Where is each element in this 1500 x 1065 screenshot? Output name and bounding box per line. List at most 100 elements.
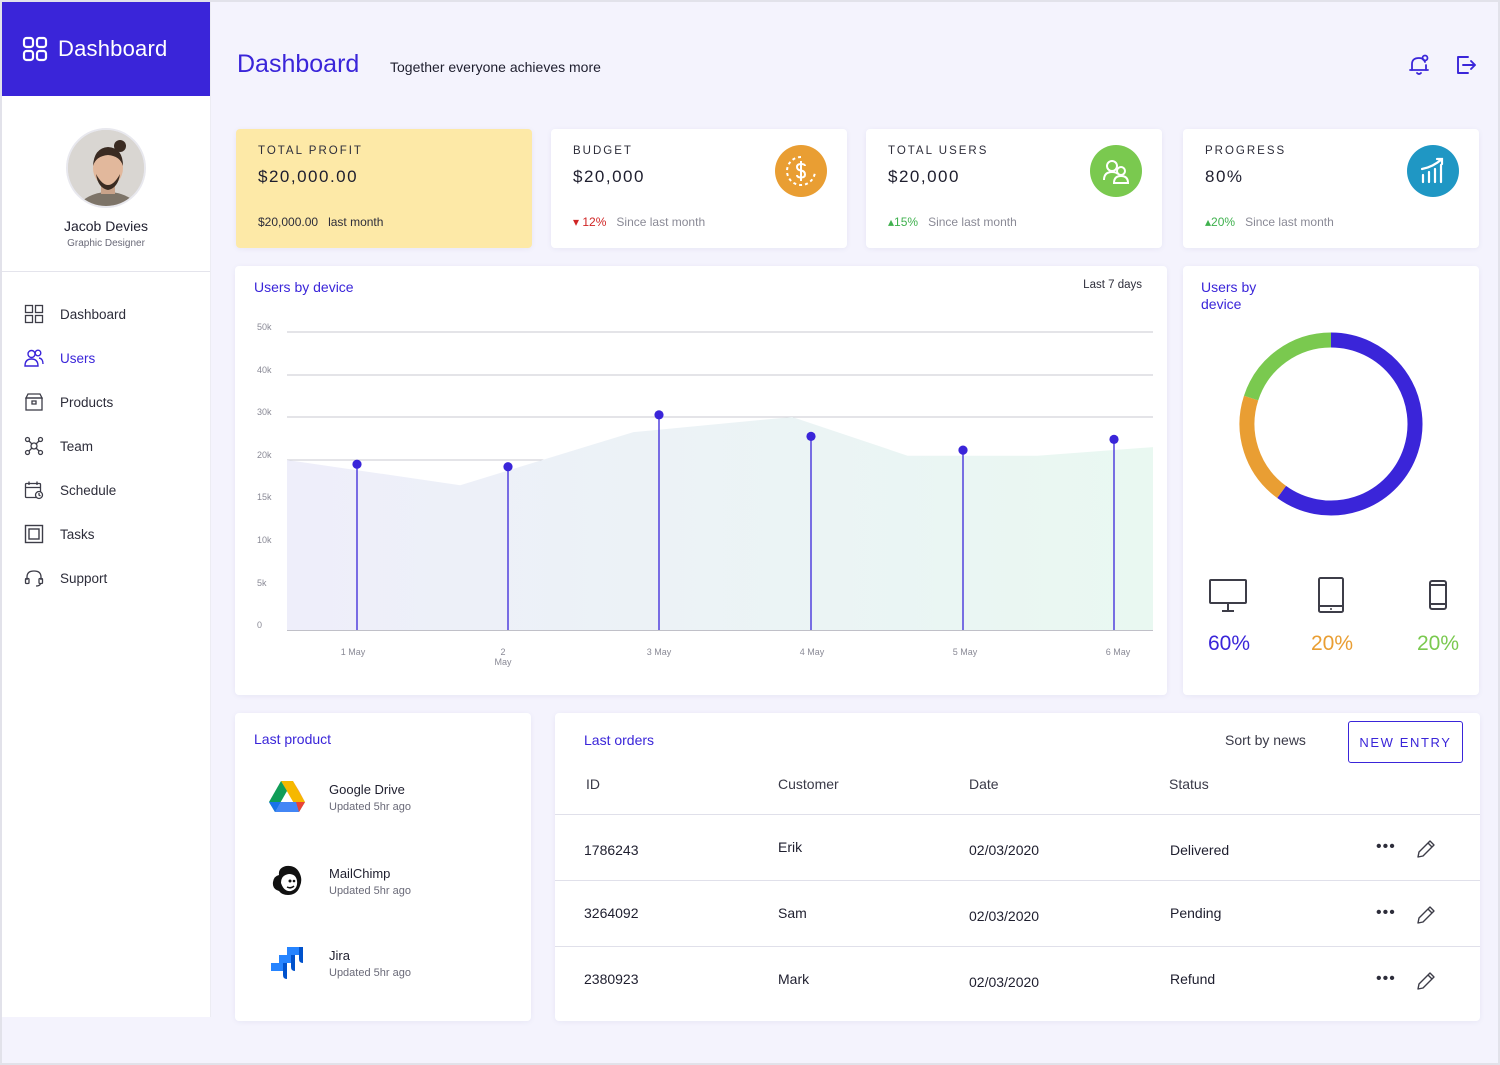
area-series bbox=[287, 417, 1153, 630]
arrow-up-icon: ▴ bbox=[888, 215, 895, 229]
desktop-icon bbox=[1209, 579, 1247, 612]
avatar-image bbox=[68, 130, 144, 206]
sidebar-item-products[interactable]: Products bbox=[2, 380, 210, 424]
stat-label: TOTAL USERS bbox=[888, 145, 989, 157]
order-id: 3264092 bbox=[584, 905, 639, 921]
y-tick-label: 5k bbox=[257, 578, 267, 588]
tablet-icon bbox=[1318, 577, 1344, 613]
order-customer: Mark bbox=[778, 971, 810, 987]
change-up: ▴15% bbox=[888, 215, 918, 229]
x-tick-label: 5 May bbox=[953, 647, 978, 657]
y-tick-label: 0 bbox=[257, 620, 262, 630]
sort-by-dropdown[interactable]: Sort by news bbox=[1225, 732, 1306, 748]
order-id: 1786243 bbox=[584, 842, 639, 858]
google-drive-icon bbox=[269, 781, 305, 812]
sidebar-item-users[interactable]: Users bbox=[2, 336, 210, 380]
grid-icon bbox=[22, 36, 48, 62]
sidebar-item-label: Users bbox=[60, 350, 96, 366]
sidebar-item-label: Dashboard bbox=[60, 306, 127, 322]
product-name: MailChimp bbox=[329, 865, 391, 881]
x-tick-label: 2 bbox=[500, 647, 505, 657]
desktop-percent: 60% bbox=[1208, 632, 1251, 655]
x-tick-label: May bbox=[494, 657, 512, 667]
stat-card-total-profit[interactable]: TOTAL PROFIT $20,000.00 $20,000.00 last … bbox=[236, 129, 532, 248]
data-point bbox=[958, 445, 968, 455]
mailchimp-icon bbox=[267, 861, 307, 901]
logout-icon[interactable] bbox=[1454, 53, 1478, 77]
divider bbox=[555, 880, 1480, 881]
stat-card-progress[interactable]: PROGRESS 80% ▴20% Since last month bbox=[1183, 129, 1479, 248]
arrow-down-icon: ▾ bbox=[573, 215, 580, 229]
stat-card-budget[interactable]: BUDGET $20,000 ▾ 12% Since last month bbox=[551, 129, 847, 248]
last-product-title: Last product bbox=[254, 731, 332, 747]
dollar-icon bbox=[775, 145, 827, 197]
stat-card-total-users[interactable]: TOTAL USERS $20,000 ▴15% Since last mont… bbox=[866, 129, 1162, 248]
tablet-percent: 20% bbox=[1311, 632, 1354, 655]
list-item[interactable]: Jira Updated 5hr ago bbox=[267, 943, 411, 983]
stat-value: $20,000.00 bbox=[258, 167, 359, 186]
change-value: 20% bbox=[1211, 215, 1236, 229]
arrow-up-icon: ▴ bbox=[1205, 215, 1212, 229]
stat-value: 80% bbox=[1205, 167, 1244, 186]
range-selector[interactable]: Last 7 days bbox=[1083, 279, 1142, 291]
sidebar-item-label: Products bbox=[60, 394, 114, 410]
product-updated: Updated 5hr ago bbox=[329, 884, 411, 897]
sidebar-item-dashboard[interactable]: Dashboard bbox=[2, 292, 210, 336]
change-value: 12% bbox=[582, 215, 607, 229]
stat-footer: ▴15% Since last month bbox=[888, 215, 1017, 229]
sidebar-item-support[interactable]: Support bbox=[2, 556, 210, 600]
y-tick-label: 30k bbox=[257, 407, 272, 417]
bell-icon[interactable] bbox=[1407, 53, 1431, 77]
sidebar-item-team[interactable]: Team bbox=[2, 424, 210, 468]
data-point bbox=[654, 410, 664, 420]
sidebar-item-schedule[interactable]: Schedule bbox=[2, 468, 210, 512]
product-name: Google Drive bbox=[329, 781, 405, 797]
order-customer: Sam bbox=[778, 905, 807, 921]
sidebar: Dashboard Jacob Devies Graphic Designer … bbox=[2, 2, 211, 1017]
list-item[interactable]: Google Drive Updated 5hr ago bbox=[267, 779, 411, 815]
data-point bbox=[352, 459, 362, 469]
profile-name: Jacob Devies bbox=[63, 218, 149, 234]
users-icon bbox=[24, 349, 44, 367]
more-icon[interactable]: ••• bbox=[1376, 970, 1396, 987]
donut-title-line1: Users by bbox=[1201, 279, 1257, 295]
profile-role: Graphic Designer bbox=[67, 238, 145, 249]
headset-icon bbox=[24, 570, 44, 587]
donut-slice-desktop bbox=[1277, 332, 1423, 516]
sidebar-item-label: Team bbox=[60, 438, 94, 454]
stat-footer: ▴20% Since last month bbox=[1205, 215, 1334, 229]
last-product-card: Last product Google Drive Updated 5hr ag… bbox=[235, 713, 531, 1021]
tasks-icon bbox=[24, 524, 44, 544]
sidebar-item-label: Tasks bbox=[60, 526, 95, 542]
stat-footer: $20,000.00 last month bbox=[258, 215, 383, 229]
more-icon[interactable]: ••• bbox=[1376, 838, 1396, 855]
stat-value: $20,000 bbox=[888, 167, 960, 186]
team-icon bbox=[24, 436, 44, 456]
new-entry-button[interactable]: NEW ENTRY bbox=[1348, 721, 1463, 763]
column-header-date[interactable]: Date bbox=[969, 776, 999, 792]
last-orders-title: Last orders bbox=[584, 732, 655, 748]
edit-icon[interactable] bbox=[1416, 839, 1436, 859]
edit-icon[interactable] bbox=[1416, 905, 1436, 925]
order-status: Refund bbox=[1170, 971, 1216, 987]
brand[interactable]: Dashboard bbox=[2, 2, 210, 96]
stat-label: BUDGET bbox=[573, 145, 633, 157]
column-header-customer[interactable]: Customer bbox=[778, 776, 839, 792]
list-item[interactable]: MailChimp Updated 5hr ago bbox=[267, 861, 411, 901]
order-id: 2380923 bbox=[584, 971, 639, 987]
order-status: Delivered bbox=[1170, 842, 1230, 858]
product-updated: Updated 5hr ago bbox=[329, 966, 411, 979]
product-updated: Updated 5hr ago bbox=[329, 800, 411, 813]
edit-icon[interactable] bbox=[1416, 971, 1436, 991]
sidebar-item-tasks[interactable]: Tasks bbox=[2, 512, 210, 556]
more-icon[interactable]: ••• bbox=[1376, 904, 1396, 921]
column-header-status[interactable]: Status bbox=[1169, 776, 1209, 792]
avatar[interactable] bbox=[66, 128, 146, 208]
product-name: Jira bbox=[329, 947, 350, 963]
last-orders-card: Last orders Sort by news bbox=[555, 713, 1480, 1021]
y-tick-label: 15k bbox=[257, 492, 272, 502]
page-subtitle: Together everyone achieves more bbox=[390, 59, 601, 75]
stat-label: TOTAL PROFIT bbox=[258, 145, 363, 157]
column-header-id[interactable]: ID bbox=[586, 776, 600, 792]
